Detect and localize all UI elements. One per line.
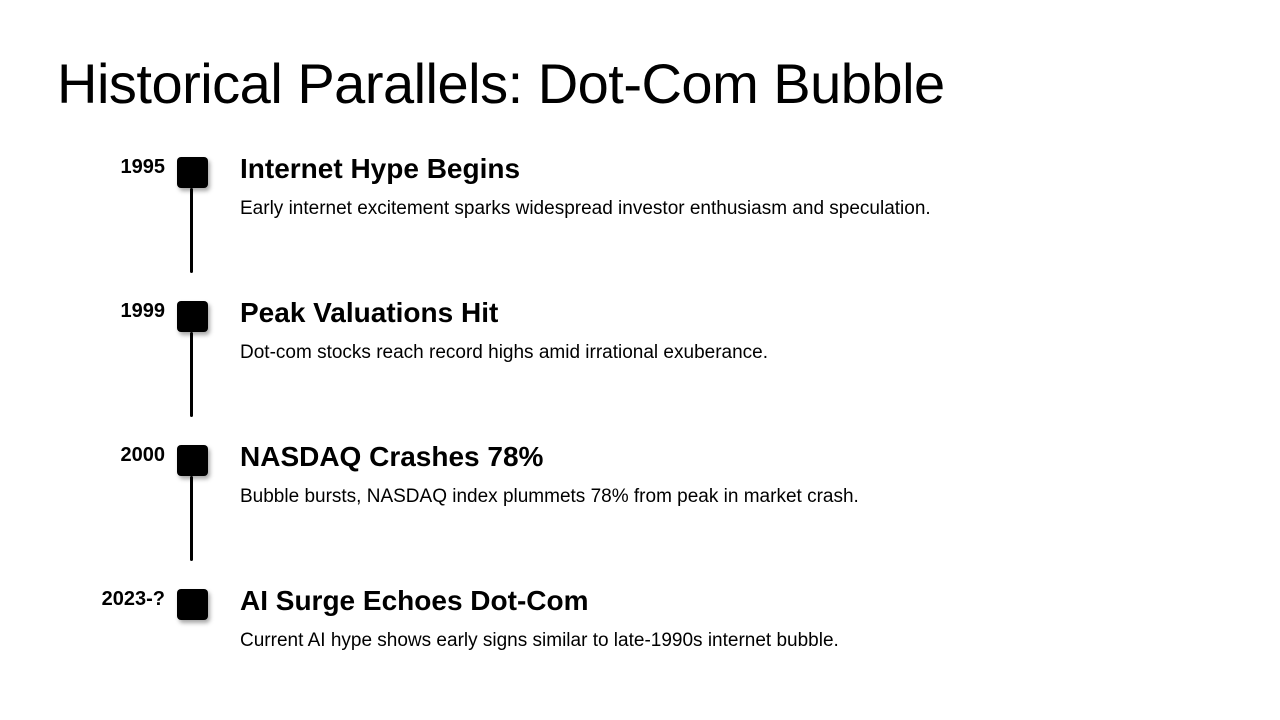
event-title: Peak Valuations Hit <box>240 297 499 328</box>
event-description: Current AI hype shows early signs simila… <box>240 630 839 652</box>
event-title: NASDAQ Crashes 78% <box>240 441 544 472</box>
timeline-marker-square-icon <box>177 157 208 188</box>
event-year-label: 1995 <box>120 156 166 178</box>
timeline-event-2000: 2000 NASDAQ Crashes 78% Bubble bursts, N… <box>0 441 1280 585</box>
timeline-marker-square-icon <box>177 445 208 476</box>
timeline-event-1995: 1995 Internet Hype Begins Early internet… <box>0 153 1280 297</box>
event-title: Internet Hype Begins <box>240 153 521 184</box>
event-title: AI Surge Echoes Dot-Com <box>240 585 589 616</box>
event-description: Early internet excitement sparks widespr… <box>240 198 931 220</box>
timeline-connector-line <box>190 476 193 561</box>
event-content: Peak Valuations Hit Dot-com stocks reach… <box>240 297 1200 366</box>
timeline-connector-line <box>190 332 193 417</box>
timeline-event-2023: 2023-? AI Surge Echoes Dot-Com Current A… <box>0 585 1280 720</box>
timeline-marker-square-icon <box>177 589 208 620</box>
slide-title: Historical Parallels: Dot-Com Bubble <box>57 52 945 115</box>
event-content: NASDAQ Crashes 78% Bubble bursts, NASDAQ… <box>240 441 1200 510</box>
timeline-marker-square-icon <box>177 301 208 332</box>
event-description: Dot-com stocks reach record highs amid i… <box>240 342 769 364</box>
timeline-event-1999: 1999 Peak Valuations Hit Dot-com stocks … <box>0 297 1280 441</box>
event-year-label: 2000 <box>120 444 166 466</box>
event-content: Internet Hype Begins Early internet exci… <box>240 153 1200 222</box>
timeline-connector-line <box>190 188 193 273</box>
event-year-label: 1999 <box>120 300 166 322</box>
event-content: AI Surge Echoes Dot-Com Current AI hype … <box>240 585 1200 654</box>
event-year-label: 2023-? <box>101 588 165 610</box>
event-description: Bubble bursts, NASDAQ index plummets 78%… <box>240 486 859 508</box>
